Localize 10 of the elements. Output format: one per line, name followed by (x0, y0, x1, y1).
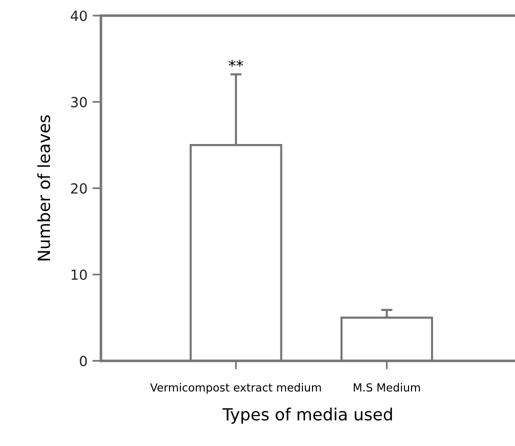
x-tick-label: Vermicompost extract medium (150, 383, 321, 394)
y-tick-label: 30 (71, 96, 87, 108)
x-axis-title: Types of media used (222, 408, 392, 424)
annotation: ** (228, 60, 244, 67)
y-tick-label: 20 (71, 183, 87, 194)
x-tick-label: M.S Medium (354, 383, 420, 392)
y-tick-label: 0 (80, 356, 87, 366)
y-tick-label: 10 (72, 269, 87, 280)
y-axis-title: Number of leaves (37, 115, 50, 260)
y-tick-label: 40 (70, 10, 87, 22)
